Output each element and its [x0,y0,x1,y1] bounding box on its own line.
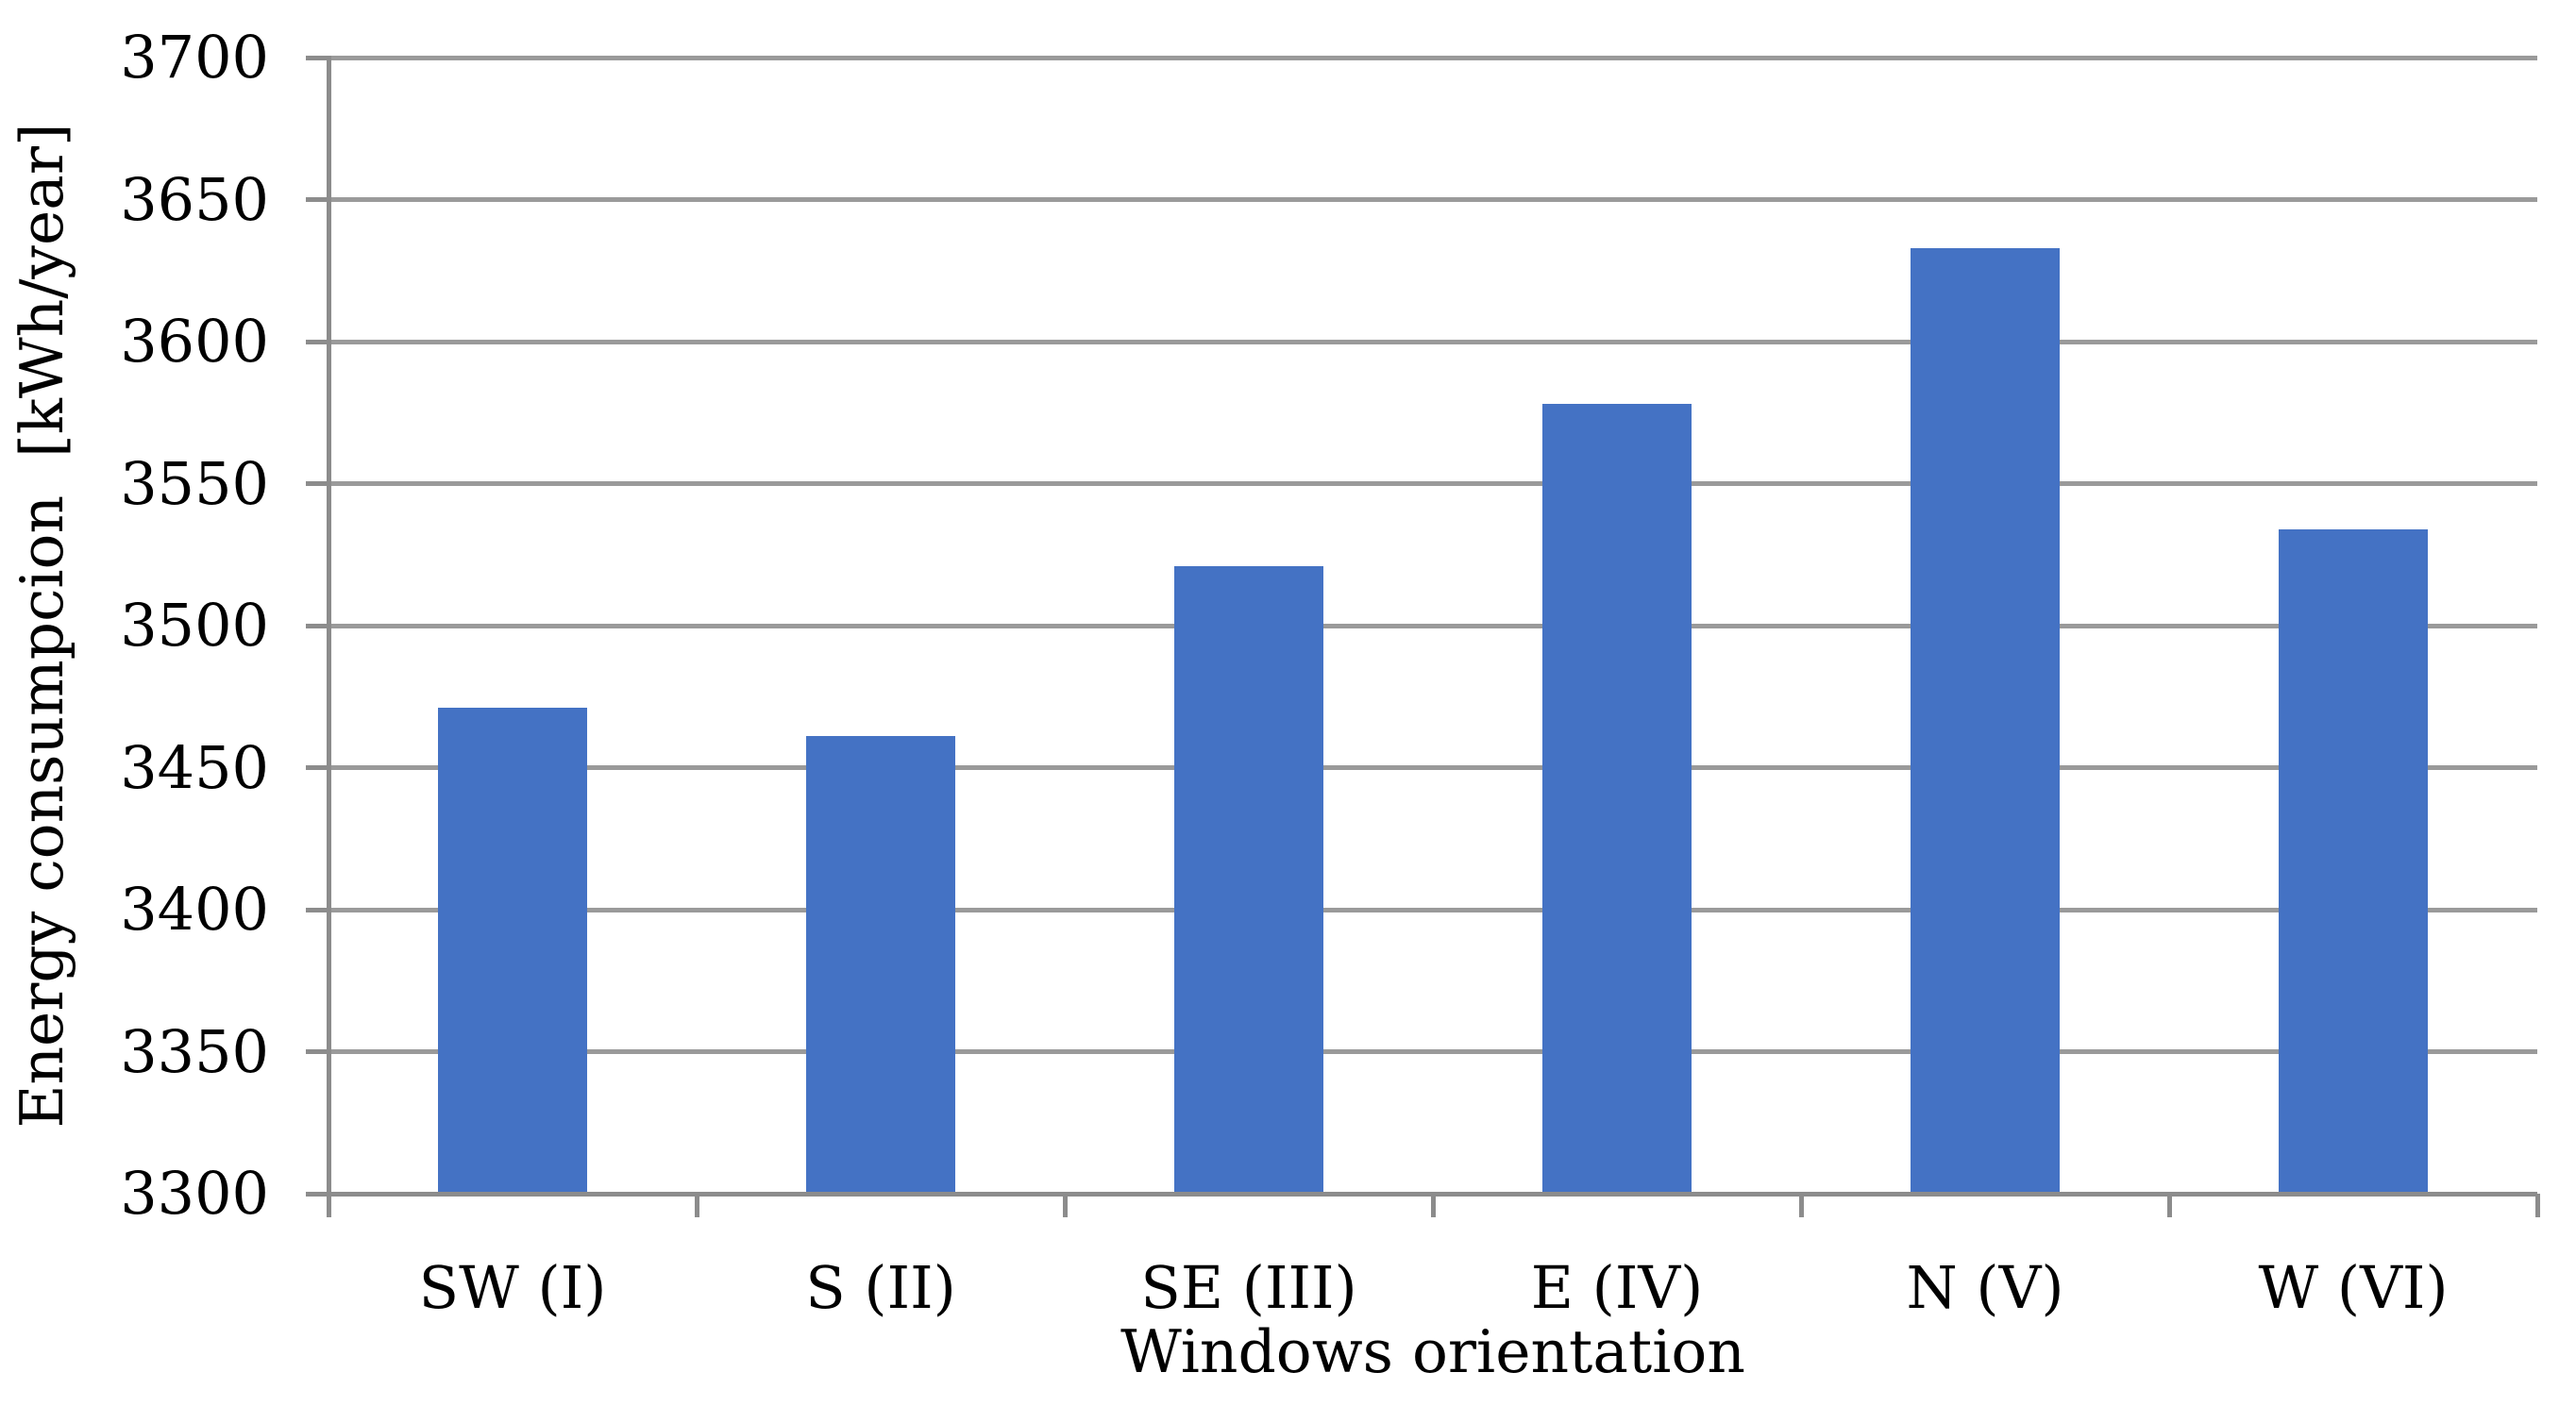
y-tick-label: 3700 [120,23,269,92]
y-axis-tick [306,481,328,486]
y-axis-tick [306,1191,328,1197]
y-tick-label: 3550 [120,448,269,518]
gridline [328,907,2537,912]
x-axis-tick [326,1194,331,1217]
y-tick-label: 3300 [120,1159,269,1228]
x-axis-title: Windows orientation [1120,1317,1745,1386]
x-tick-label-sw-i: SW (I) [418,1252,607,1322]
bar-e-iv [1542,404,1692,1194]
x-axis-tick [1062,1194,1068,1217]
y-tick-label: 3500 [120,591,269,660]
y-axis-tick [306,623,328,628]
gridline [328,765,2537,770]
x-tick-label-w-vi: W (VI) [2258,1252,2449,1322]
x-axis-tick [2166,1194,2172,1217]
bar-w-vi [2279,528,2428,1194]
bar-sw-i [438,708,587,1194]
gridline [328,481,2537,486]
gridline [328,197,2537,202]
y-tick-label: 3350 [120,1016,269,1086]
y-tick-label: 3400 [120,875,269,944]
y-axis-line [326,55,331,1217]
bar-s-ii [806,736,955,1194]
x-tick-label-se-iii: SE (III) [1140,1252,1357,1322]
x-tick-label-n-v: N (V) [1906,1252,2064,1322]
y-axis-tick [306,1049,328,1054]
y-tick-label: 3600 [120,307,269,376]
gridline [328,339,2537,344]
y-axis-tick [306,907,328,912]
x-axis-tick [1798,1194,1804,1217]
y-tick-label: 3650 [120,164,269,234]
gridline [328,1049,2537,1054]
x-tick-label-e-iv: E (IV) [1530,1252,1704,1322]
x-axis-tick [694,1194,699,1217]
gridline [328,623,2537,628]
bar-se-iii [1174,565,1323,1194]
y-axis-tick [306,765,328,770]
y-tick-label: 3450 [120,732,269,802]
bar-n-v [1911,247,2060,1194]
x-axis-tick [1430,1194,1436,1217]
y-axis-tick [306,55,328,60]
y-axis-tick [306,339,328,344]
y-axis-tick [306,197,328,202]
x-tick-label-s-ii: S (II) [805,1252,956,1322]
x-axis-tick [2534,1194,2540,1217]
gridline [328,55,2537,60]
